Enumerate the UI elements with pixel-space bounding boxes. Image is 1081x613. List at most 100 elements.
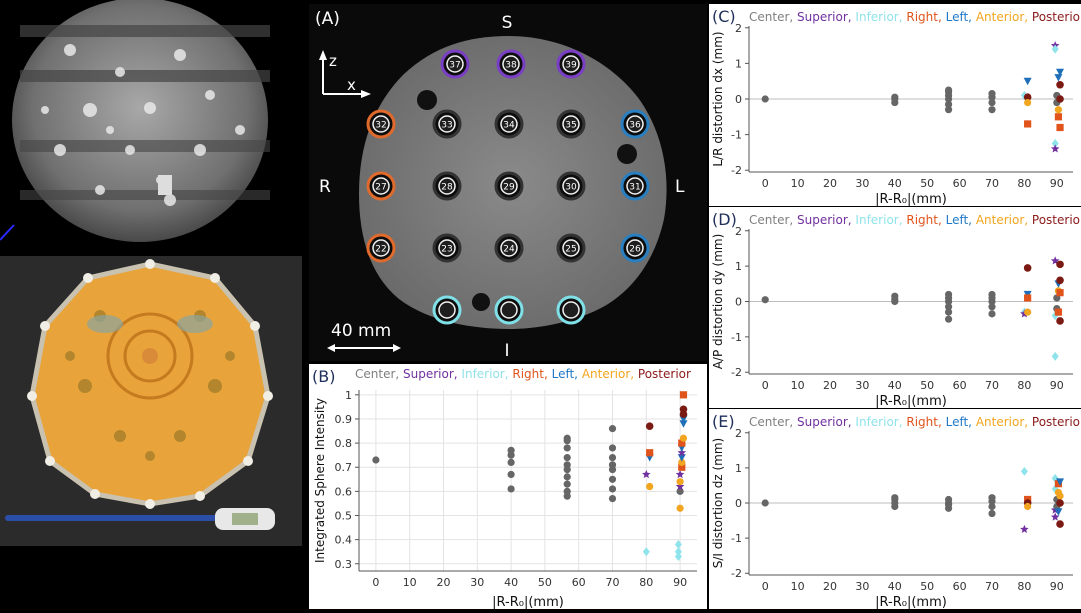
data-point-center [608,461,617,469]
data-point-inferior [674,552,682,562]
legend-item: Right, [509,367,548,381]
data-point-right [1054,308,1063,316]
data-point-inferior [1051,139,1059,149]
data-point-posterior [679,405,688,414]
sphere-26: 26 [620,233,650,263]
x-tick-label: 40 [504,576,518,589]
legend-item: Inferior, [458,367,509,381]
y-axis-label: L/R distortion dx (mm) [711,31,725,166]
y-tick-label: 2 [735,427,742,440]
data-point-center [988,303,996,311]
legend-item: Inferior, [852,213,903,227]
x-tick-label: 50 [538,576,552,589]
data-point-center [507,470,515,479]
chart-panel-c: (C) Center, Superior, Inferior, Right, Le… [709,4,1081,207]
data-point-anterior [676,478,684,486]
y-tick-label: 1 [735,462,742,475]
y-tick-label: -2 [731,366,742,379]
y-axis-label: S/I distortion dz (mm) [711,438,725,568]
data-point-posterior [1056,95,1064,103]
data-point-center [944,495,953,504]
data-point-center [563,444,571,452]
data-point-posterior [1056,80,1064,89]
legend-item: Left, [942,213,972,227]
y-tick-label: -1 [731,532,742,545]
y-axis-label: Integrated Sphere Intensity [313,398,327,563]
data-point-center [891,494,899,502]
data-point-center [507,485,515,493]
x-tick-label: 70 [606,576,620,589]
data-point-center [988,98,996,107]
sphere-36: 36 [620,109,650,139]
sphere-35: 35 [556,109,586,139]
data-point-center [944,315,953,323]
y-tick-label: 1 [735,260,742,273]
data-point-inferior [674,539,682,549]
sphere-number: 39 [565,61,577,71]
data-point-anterior [1054,106,1063,114]
legend: Center, Superior, Inferior, Right, Left,… [355,367,691,381]
data-point-inferior [642,547,650,557]
data-point-anterior [1024,308,1032,316]
y-tick-label: 0 [735,296,742,309]
sphere-number: 33 [441,121,452,131]
data-point-center [507,446,515,454]
y-tick-label: -2 [731,567,742,580]
x-tick-label: 90 [1050,580,1064,593]
sphere-number: 29 [503,183,515,193]
data-point-center [944,106,953,114]
axis-x-label: x [347,76,356,94]
y-tick-label: -2 [731,164,742,177]
y-tick-label: 1 [735,57,742,70]
sphere-33: 33 [432,109,462,139]
axis-z-label: z [329,52,337,70]
data-points [372,391,688,562]
data-point-center [761,95,769,103]
data-point-center [988,494,996,502]
data-point-inferior [1051,44,1059,54]
data-point-posterior [1056,317,1064,325]
x-tick-label: 60 [953,580,967,593]
data-point-center [891,292,899,300]
sphere-insert-19 [494,295,524,325]
x-tick-label: 40 [888,379,902,392]
sphere-38: 38 [496,49,526,79]
y-tick-label: 1 [345,389,352,402]
data-point-center [608,444,617,452]
legend-item: Left, [942,415,972,429]
sphere-number: 22 [375,245,386,255]
data-point-posterior [1023,93,1032,102]
x-tick-label: 20 [823,580,837,593]
data-point-center [988,502,996,511]
legend-item: Posterior [1028,213,1081,227]
phantom-photo [0,256,302,546]
sphere-number: 32 [375,121,386,131]
sphere-number: 38 [505,61,517,71]
x-tick-label: 70 [985,580,999,593]
data-point-anterior [1024,502,1032,511]
sphere-number: 31 [629,183,640,193]
legend-item: Anterior, [972,415,1028,429]
data-point-center [676,487,684,495]
chart-svg-b: (B) Center, Superior, Inferior, Right, Le… [312,367,697,610]
data-points [761,466,1065,533]
data-point-posterior [645,422,654,430]
legend-item: Center, [749,10,793,24]
chart-panel-d: (D) Center, Superior, Inferior, Right, Le… [709,207,1081,409]
direction-right: R [319,177,331,197]
data-point-center [563,461,571,469]
sphere-29: 29 [494,171,524,201]
sphere-28: 28 [432,171,462,201]
legend-item: Superior, [399,367,457,381]
data-point-posterior [1023,264,1032,272]
x-tick-label: 10 [791,580,805,593]
x-axis-label: |R-R₀|(mm) [875,394,947,408]
legend-item: Superior, [793,213,851,227]
panel-label-b: (B) [312,367,335,386]
x-tick-label: 10 [791,177,805,190]
sphere-insert-18 [432,295,462,325]
data-point-anterior [676,504,684,512]
y-tick-label: 0.5 [335,509,353,522]
y-tick-label: 0 [735,497,742,510]
sphere-number: 24 [503,245,515,255]
